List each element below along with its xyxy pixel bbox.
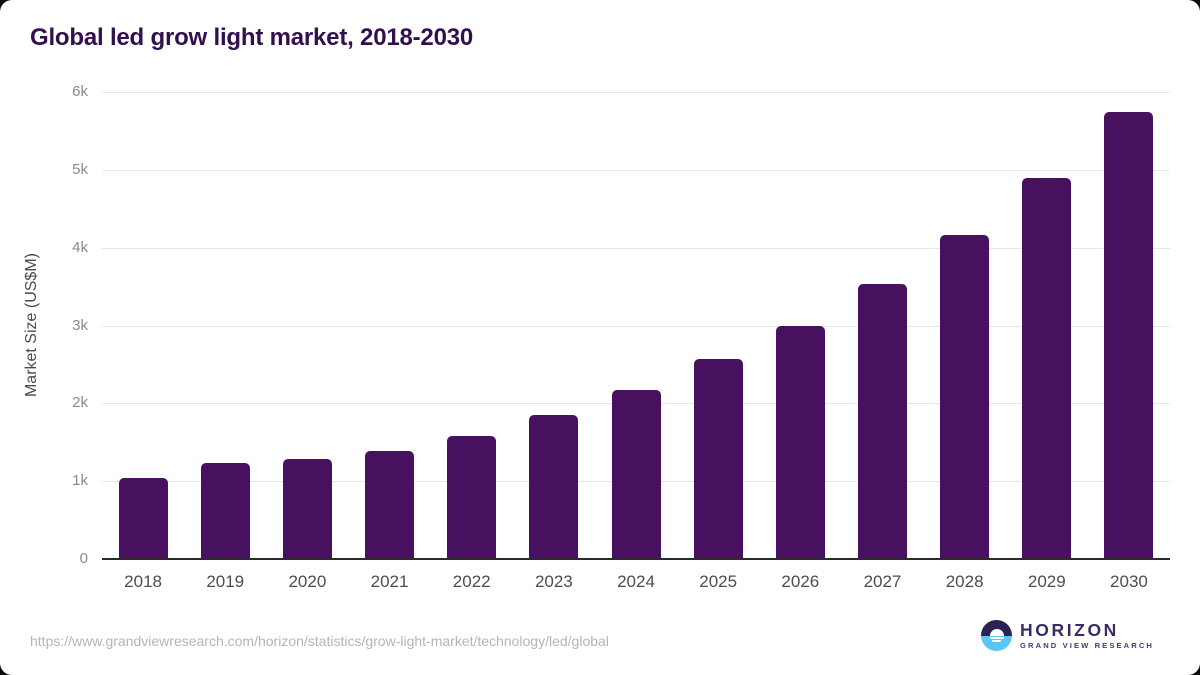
y-tick-label-4k: 4k [72,238,88,256]
bar-slot-2024 [595,92,677,559]
x-tick-label-2019: 2019 [206,572,245,591]
bar-2028[interactable] [940,234,990,559]
bar-slot-2018 [102,92,184,559]
bar-2019[interactable] [200,463,250,559]
logo-circle-top [981,620,1013,636]
bar-series [102,92,1170,559]
x-axis-line [102,558,1170,560]
x-tick-label-2024: 2024 [617,572,655,591]
bar-2022[interactable] [447,436,497,559]
x-tick-label-2023: 2023 [534,572,573,591]
y-tick-label-0: 0 [79,550,88,567]
y-tick-label-5k: 5k [72,160,88,178]
bar-slot-2022 [431,92,513,559]
logo-reflection-line-1 [989,636,1004,639]
logo-sun [989,628,1004,636]
bar-slot-2029 [1006,92,1088,559]
bar-2030[interactable] [1104,112,1154,559]
logo-reflection-line-2 [992,640,1002,643]
bar-2018[interactable] [118,478,168,559]
y-tick-label-2k: 2k [72,394,88,412]
bar-2020[interactable] [282,458,332,559]
bar-2023[interactable] [529,415,579,559]
y-tick-label-6k: 6k [72,83,88,100]
logo-subtitle: GRAND VIEW RESEARCH [1020,640,1154,650]
gridline-5k [102,169,1170,171]
chart-title: Global led grow light market, 2018-2030 [30,24,474,51]
bar-slot-2027 [841,92,923,559]
x-tick-label-2021: 2021 [370,572,409,591]
bar-2024[interactable] [611,390,661,559]
x-tick-label-2028: 2028 [945,572,984,591]
x-tick-label-2029: 2029 [1027,572,1066,591]
x-tick-label-2025: 2025 [699,572,738,591]
source-url: https://www.grandviewresearch.com/horizo… [30,633,609,649]
bar-2026[interactable] [775,325,825,559]
bar-slot-2021 [348,92,430,559]
x-tick-label-2020: 2020 [288,572,327,591]
x-tick-label-2027: 2027 [863,572,902,591]
bar-2027[interactable] [857,283,907,559]
gridline-3k [102,325,1170,327]
logo-name: HORIZON [1020,619,1119,640]
bar-slot-2020 [266,92,348,559]
x-tick-label-2026: 2026 [781,572,820,591]
x-tick-label-2018: 2018 [124,572,162,591]
bar-slot-2023 [513,92,595,559]
gridline-6k [102,92,1170,93]
sun-horizon-icon [981,620,1013,651]
logo-text: HORIZON GRAND VIEW RESEARCH [1020,619,1154,650]
bar-slot-2026 [759,92,841,559]
bar-2021[interactable] [365,450,415,559]
bar-2029[interactable] [1022,178,1072,559]
x-axis-tick-labels: 2018 2019 2020 2021 2022 2023 2024 2025 2026 2027… [102,572,1170,592]
bar-slot-2019 [184,92,266,559]
bar-slot-2030 [1088,92,1170,559]
bar-slot-2025 [677,92,759,559]
x-tick-label-2030: 2030 [1110,572,1148,591]
horizon-logo[interactable]: HORIZON GRAND VIEW RESEARCH [981,620,1154,651]
y-tick-label-1k: 1k [72,472,88,490]
x-tick-label-2022: 2022 [452,572,491,591]
bar-2025[interactable] [693,359,743,559]
logo-circle-bottom [981,635,1013,651]
bar-slot-2028 [924,92,1006,559]
plot-area [102,92,1170,560]
y-tick-label-3k: 3k [72,316,88,334]
gridline-4k [102,247,1170,249]
